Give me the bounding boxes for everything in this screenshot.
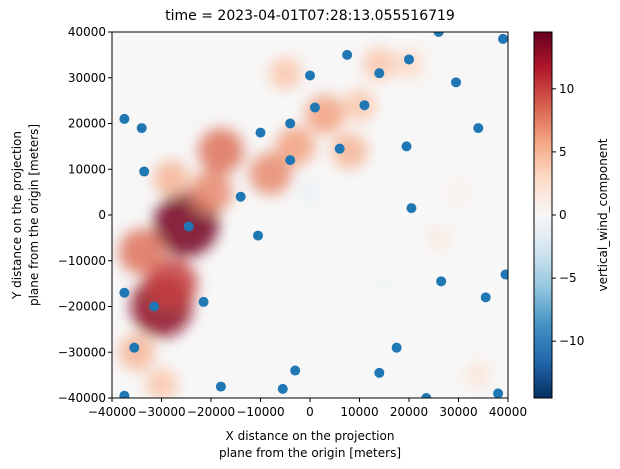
x-tick-label: 0 (306, 405, 314, 419)
scatter-point (406, 203, 417, 214)
scatter-point (215, 381, 226, 392)
field-cell (198, 128, 244, 174)
scatter-point (290, 365, 301, 376)
chart-title: time = 2023-04-01T07:28:13.055516719 (165, 8, 455, 24)
scatter-point (285, 155, 296, 166)
field-cell (275, 126, 315, 166)
x-axis-label-line-1: X distance on the projection (226, 429, 395, 443)
colorbar-ticks: 10 5 0 −5 −10 (552, 82, 584, 348)
scatter-point (401, 141, 412, 152)
scatter-point (119, 287, 130, 298)
y-tick-label: −20000 (58, 300, 106, 314)
field-cell (331, 132, 368, 169)
y-tick-label: 10000 (68, 162, 106, 176)
x-tick-label: −10000 (236, 405, 284, 419)
scatter-point (359, 100, 370, 111)
field-cell (426, 225, 452, 251)
scatter-point (404, 54, 414, 65)
scatter-point (149, 301, 160, 312)
scatter-point (309, 102, 320, 113)
colorbar-tick-label: 5 (559, 145, 567, 159)
scatter-point (235, 191, 246, 202)
wind-field (118, 47, 492, 398)
scatter-point (436, 276, 447, 287)
scatter-point (493, 388, 504, 398)
field-cell (249, 152, 292, 196)
scatter-points (119, 32, 508, 398)
scatter-point (129, 342, 140, 353)
scatter-point (480, 292, 491, 303)
field-cell (362, 47, 396, 81)
field-cell (373, 272, 396, 295)
y-tick-label: 40000 (68, 25, 106, 39)
x-axis: −40000 −30000 −20000 −10000 0 10000 20000 30000… (88, 398, 527, 419)
scatter-point (374, 367, 385, 378)
scatter-point (136, 123, 147, 134)
colorbar-label: vertical_wind_component (596, 138, 610, 291)
field-cell (145, 367, 178, 398)
field-cell (446, 180, 471, 204)
scatter-point (255, 127, 266, 138)
colorbar-gradient (533, 31, 553, 399)
y-tick-label: 0 (98, 208, 106, 222)
scatter-point (253, 230, 264, 241)
field-cell (305, 94, 345, 134)
x-tick-label: 30000 (439, 405, 477, 419)
field-cell (145, 257, 198, 310)
field-cell (268, 56, 302, 90)
x-tick-label: 10000 (340, 405, 378, 419)
field-cell (153, 160, 190, 197)
y-tick-label: 20000 (68, 117, 106, 131)
field-cell (189, 170, 233, 214)
y-tick-label: −40000 (58, 391, 106, 405)
scatter-point (277, 383, 288, 394)
x-axis-label-line-2: plane from the origin [meters] (219, 446, 401, 460)
colorbar-tick-label: 0 (559, 208, 567, 222)
x-tick-label: −30000 (137, 405, 185, 419)
x-tick-label: −20000 (187, 405, 235, 419)
scatter-point (433, 32, 444, 37)
y-axis: 40000 30000 20000 10000 0 −10000 −20000 −30000 −… (58, 25, 112, 405)
colorbar-tick-label: −10 (559, 334, 584, 348)
x-tick-label: 20000 (390, 405, 428, 419)
colorbar-tick-label: −5 (559, 271, 577, 285)
y-tick-label: −10000 (58, 254, 106, 268)
plot-area (111, 31, 509, 399)
scatter-point (451, 77, 462, 88)
field-cell (298, 180, 322, 204)
y-tick-label: 30000 (68, 71, 106, 85)
scatter-point (198, 296, 209, 307)
scatter-point (119, 390, 130, 398)
scatter-point (473, 123, 484, 134)
x-tick-label: −40000 (88, 405, 136, 419)
scatter-point (119, 113, 130, 124)
colorbar-tick-label: 10 (559, 82, 574, 96)
x-tick-label: 40000 (489, 405, 527, 419)
scatter-point (500, 269, 508, 280)
scatter-point (139, 166, 150, 177)
field-cell (118, 334, 155, 371)
y-tick-label: −30000 (58, 345, 106, 359)
y-axis-label-line-1: Y distance on the projection (10, 131, 24, 300)
scatter-point (305, 70, 315, 81)
scatter-point (342, 49, 353, 60)
scatter-point (374, 68, 385, 79)
scatter-point (498, 33, 508, 44)
field-cell (465, 361, 492, 389)
scatter-point (334, 143, 345, 154)
y-axis-label: Y distance on the projection plane from … (10, 124, 41, 306)
scatter-point (421, 393, 432, 398)
scatter-point (285, 118, 296, 129)
colorbar: 10 5 0 −5 −10 vertical_wind_component (533, 31, 610, 399)
scatter-point (183, 221, 194, 232)
y-axis-label-line-2: plane from the origin [meters] (27, 124, 41, 306)
field-cell (118, 228, 165, 275)
scatter-point (391, 342, 402, 353)
